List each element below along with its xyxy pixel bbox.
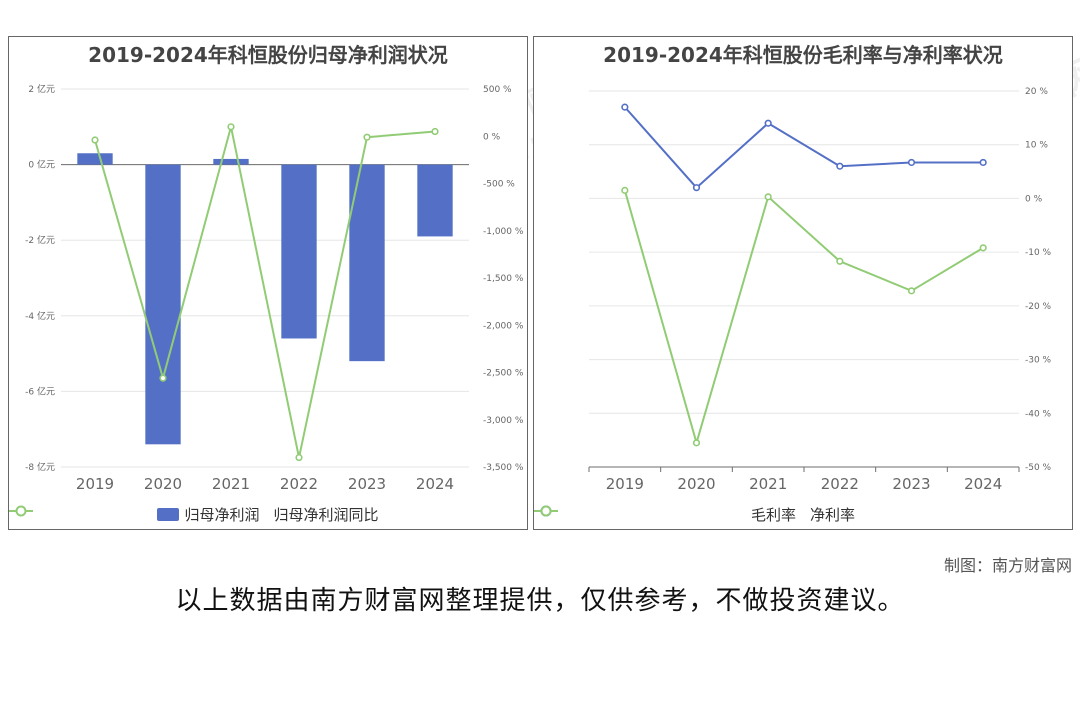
point-net-profit-yoy-2022 <box>295 453 303 462</box>
x-tick-label: 2020 <box>677 475 715 493</box>
x-tick-label: 2019 <box>76 475 114 493</box>
bar-net-profit-2021 <box>213 158 249 165</box>
legend-label: 归母净利润同比 <box>273 506 379 524</box>
x-tick-label: 2024 <box>964 475 1002 493</box>
chart-legend: 归母净利润 归母净利润同比 <box>9 504 527 525</box>
point-net-margin-2020 <box>692 439 701 447</box>
x-tick-label: 2022 <box>821 475 859 493</box>
y-tick-label-left: -6 亿元 <box>25 385 55 397</box>
y-tick-label: 10 % <box>1025 141 1048 151</box>
y-tick-label-left: -8 亿元 <box>25 461 55 473</box>
point-net-profit-yoy-2021 <box>227 123 235 131</box>
point-net-margin-2023 <box>907 287 916 295</box>
line-gross-margin <box>624 106 984 190</box>
y-tick-label: 0 % <box>1025 194 1043 204</box>
y-tick-label-right: 0 % <box>483 132 501 142</box>
y-tick-label-left: 0 亿元 <box>28 159 55 171</box>
y-tick-label: -40 % <box>1025 409 1052 419</box>
net-profit-chart-panel: 2019-2024年科恒股份归母净利润状况 2 亿元 0 亿元 -2 亿元 -4 亿元… <box>8 36 528 530</box>
chart-title: 2019-2024年科恒股份归母净利润状况 <box>88 43 448 67</box>
net-profit-chart: 2 亿元 0 亿元 -2 亿元 -4 亿元 -6 亿元 -8 亿元 500 % 0 % -500… <box>25 83 524 493</box>
y-tick-label-right: -500 % <box>483 180 515 190</box>
point-gross-margin-2019 <box>621 103 629 111</box>
x-tick-label: 2020 <box>144 475 182 493</box>
line-net-profit-yoy <box>94 126 436 458</box>
point-gross-margin-2023 <box>907 158 916 167</box>
point-net-margin-2024 <box>979 244 987 252</box>
y-tick-label: -50 % <box>1025 463 1052 473</box>
legend-item-net-profit[interactable]: 归母净利润 <box>157 504 260 525</box>
x-tick-label: 2023 <box>892 475 930 493</box>
point-gross-margin-2021 <box>764 119 772 127</box>
chart-title: 2019-2024年科恒股份毛利率与净利率状况 <box>603 43 1003 67</box>
y-tick-label-left: 2 亿元 <box>28 83 55 95</box>
line-net-margin <box>623 190 984 447</box>
y-tick-label-right: -2,000 % <box>483 321 524 331</box>
y-tick-label: 20 % <box>1025 87 1048 97</box>
legend-line-swatch <box>534 505 558 517</box>
y-tick-label-right: -3,500 % <box>483 463 524 473</box>
x-tick-label: 2021 <box>749 475 787 493</box>
point-gross-margin-2022 <box>836 162 844 170</box>
point-gross-margin-2024 <box>979 158 987 167</box>
y-tick-label-left: -2 亿元 <box>25 234 55 246</box>
bar-net-profit-2022 <box>281 164 317 339</box>
disclaimer-text: 以上数据由南方财富网整理提供，仅供参考，不做投资建议。 <box>175 586 905 616</box>
point-net-margin-2022 <box>836 257 844 265</box>
point-gross-margin-2020 <box>692 184 701 192</box>
y-tick-label-right: -1,500 % <box>483 274 524 284</box>
point-net-profit-yoy-2023 <box>363 133 371 141</box>
margin-chart-panel: 2019-2024年科恒股份毛利率与净利率状况 20 % 10 % 0 % -10 %… <box>533 36 1073 530</box>
y-tick-label-right: -1,000 % <box>483 227 524 237</box>
y-tick-label-right: 500 % <box>483 85 512 95</box>
legend-label: 归母净利润 <box>184 506 260 524</box>
bar-net-profit-2019 <box>77 153 113 165</box>
chart-credit: 制图：南方财富网 <box>943 556 1072 575</box>
y-tick-label-right: -3,000 % <box>483 416 524 426</box>
legend-bar-swatch <box>157 508 180 521</box>
legend-item-gross-margin[interactable]: 毛利率 <box>534 504 796 525</box>
legend-label: 净利率 <box>810 506 856 524</box>
x-tick-label: 2019 <box>606 475 644 493</box>
x-tick-label: 2021 <box>212 475 250 493</box>
y-tick-label-right: -2,500 % <box>483 369 524 379</box>
x-tick-label: 2023 <box>348 475 386 493</box>
point-net-profit-yoy-2019 <box>91 136 99 144</box>
x-tick-label: 2022 <box>280 475 318 493</box>
chart-legend: 毛利率 净利率 <box>534 504 1072 525</box>
point-net-margin-2021 <box>764 193 772 201</box>
y-tick-label: -10 % <box>1025 248 1052 258</box>
point-net-profit-yoy-2024 <box>431 127 439 136</box>
bar-net-profit-2024 <box>417 164 453 237</box>
legend-item-net-profit-yoy[interactable]: 归母净利润同比 <box>9 504 379 525</box>
legend-label: 毛利率 <box>750 506 796 524</box>
y-tick-label: -20 % <box>1025 302 1052 312</box>
legend-item-net-margin[interactable]: 净利率 <box>534 504 856 525</box>
margin-chart: 20 % 10 % 0 % -10 % -20 % -30 % -40 % -50 % 2019… <box>588 87 1052 493</box>
x-tick-label: 2024 <box>416 475 454 493</box>
y-tick-label-left: -4 亿元 <box>25 310 55 322</box>
bar-net-profit-2020 <box>145 164 181 445</box>
legend-line-swatch <box>9 505 33 517</box>
y-tick-label: -30 % <box>1025 356 1052 366</box>
point-net-margin-2019 <box>621 186 629 194</box>
point-net-profit-yoy-2020 <box>159 374 167 382</box>
